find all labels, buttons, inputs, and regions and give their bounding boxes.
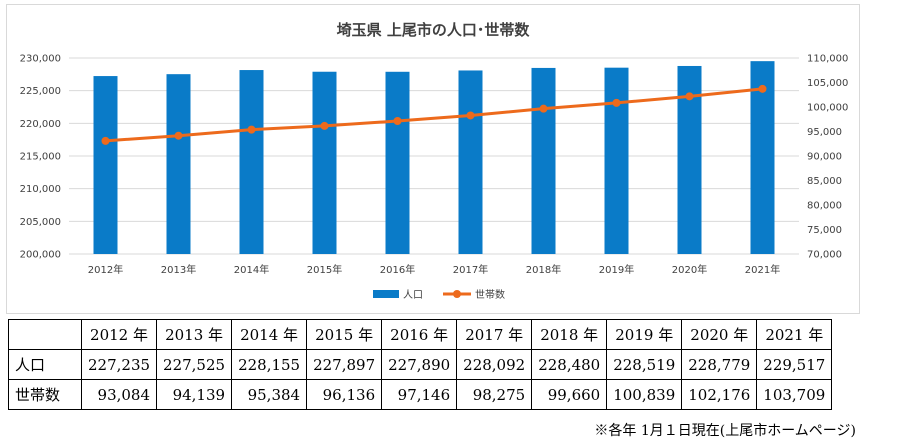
table-header-year: 2019 年 bbox=[606, 319, 683, 350]
left-axis-tick-label: 215,000 bbox=[20, 152, 61, 163]
table-header-year: 2018 年 bbox=[531, 319, 608, 350]
x-axis-tick-label: 2013年 bbox=[161, 263, 196, 276]
bar bbox=[531, 67, 556, 254]
x-axis-tick-label: 2020年 bbox=[672, 263, 707, 276]
x-axis-tick-label: 2015年 bbox=[307, 263, 342, 276]
bar bbox=[93, 76, 118, 254]
bar bbox=[239, 70, 264, 254]
legend-swatch-bar bbox=[373, 290, 399, 298]
right-axis-tick-label: 95,000 bbox=[807, 127, 842, 138]
line-point bbox=[320, 121, 329, 130]
legend-label: 人口 bbox=[403, 289, 423, 301]
x-axis-tick-label: 2012年 bbox=[88, 263, 123, 276]
right-axis-tick-label: 75,000 bbox=[807, 225, 842, 236]
table-cell: 98,275 bbox=[456, 379, 533, 410]
line-point bbox=[393, 116, 402, 125]
table-cell: 228,092 bbox=[456, 349, 533, 380]
bar bbox=[166, 74, 191, 254]
table-cell: 227,235 bbox=[80, 349, 158, 380]
table-header-year: 2021 年 bbox=[756, 319, 833, 350]
legend-swatch-marker bbox=[453, 290, 461, 298]
table-header-year: 2016 年 bbox=[381, 319, 458, 350]
x-axis-tick-label: 2019年 bbox=[599, 263, 634, 276]
table-row: 人口 227,235 227,525 228,155 227,897 227,890 228… bbox=[8, 349, 833, 380]
table-cell: 100,839 bbox=[606, 379, 683, 410]
table-cell: 95,384 bbox=[231, 379, 308, 410]
right-axis-tick-label: 90,000 bbox=[807, 152, 842, 163]
table-header-row: 2012 年 2013 年 2014 年 2015 年 2016 年 2017 年 2018… bbox=[8, 319, 833, 350]
table-cell: 93,084 bbox=[80, 379, 158, 410]
table-cell: 227,897 bbox=[306, 349, 383, 380]
line-point bbox=[758, 84, 767, 93]
table-header-year: 2014 年 bbox=[231, 319, 308, 350]
table-cell: 227,890 bbox=[381, 349, 458, 380]
table-row-label: 人口 bbox=[8, 349, 82, 380]
table-cell: 96,136 bbox=[306, 379, 383, 410]
table-cell: 103,709 bbox=[756, 379, 833, 410]
table-header-year: 2013 年 bbox=[156, 319, 233, 350]
table-corner-cell bbox=[8, 319, 82, 350]
line-point bbox=[685, 92, 694, 101]
left-axis-tick-label: 220,000 bbox=[20, 119, 61, 130]
left-axis-tick-label: 210,000 bbox=[20, 184, 61, 195]
left-axis-tick-label: 200,000 bbox=[20, 250, 61, 261]
series-line bbox=[105, 87, 763, 143]
bar bbox=[385, 71, 410, 254]
table-cell: 228,779 bbox=[681, 349, 758, 380]
bar bbox=[312, 71, 337, 255]
table-header-year: 2020 年 bbox=[681, 319, 758, 350]
x-axis-tick-label: 2016年 bbox=[380, 263, 415, 276]
right-axis-tick-label: 110,000 bbox=[807, 54, 848, 65]
table-cell: 102,176 bbox=[681, 379, 758, 410]
right-axis-tick-label: 70,000 bbox=[807, 250, 842, 261]
x-axis-tick-label: 2021年 bbox=[745, 263, 780, 276]
table-cell: 228,155 bbox=[231, 349, 308, 380]
combo-chart: 埼玉県 上尾市の人口･世帯数 200,000 205,000 210,000 215,… bbox=[20, 21, 849, 301]
line-point bbox=[466, 111, 475, 120]
right-axis-tick-label: 105,000 bbox=[807, 78, 848, 89]
left-axis-tick-label: 230,000 bbox=[20, 54, 61, 65]
right-axis-tick-label: 85,000 bbox=[807, 176, 842, 187]
table-cell: 228,480 bbox=[531, 349, 608, 380]
x-axis-tick-label: 2018年 bbox=[526, 263, 561, 276]
source-note: ※各年 1月１日現在(上尾市ホームページ) bbox=[594, 423, 856, 439]
left-axis-tick-label: 225,000 bbox=[20, 86, 61, 97]
table-row-label: 世帯数 bbox=[8, 379, 82, 410]
table-cell: 228,519 bbox=[606, 349, 683, 380]
line-point bbox=[612, 98, 621, 107]
table-cell: 99,660 bbox=[531, 379, 608, 410]
table-cell: 229,517 bbox=[756, 349, 833, 380]
table-header-year: 2017 年 bbox=[456, 319, 533, 350]
line-point bbox=[247, 125, 256, 134]
left-axis-tick-label: 205,000 bbox=[20, 217, 61, 228]
table-cell: 97,146 bbox=[381, 379, 458, 410]
chart-title: 埼玉県 上尾市の人口･世帯数 bbox=[337, 21, 531, 39]
line-point bbox=[101, 136, 110, 145]
table-cell: 94,139 bbox=[156, 379, 233, 410]
x-axis-tick-label: 2017年 bbox=[453, 263, 488, 276]
table-row: 世帯数 93,084 94,139 95,384 96,136 97,146 98,275 9… bbox=[8, 379, 833, 410]
chart-container: 埼玉県 上尾市の人口･世帯数 200,000 205,000 210,000 215,… bbox=[6, 4, 860, 314]
right-axis-tick-label: 100,000 bbox=[807, 103, 848, 114]
bar bbox=[604, 67, 629, 254]
data-table: 2012 年 2013 年 2014 年 2015 年 2016 年 2017 年 2018… bbox=[8, 319, 833, 410]
legend-label: 世帯数 bbox=[475, 288, 505, 301]
table-header-year: 2012 年 bbox=[80, 319, 158, 350]
x-axis-tick-label: 2014年 bbox=[234, 263, 269, 276]
right-axis-tick-label: 80,000 bbox=[807, 201, 842, 212]
bar bbox=[750, 61, 775, 254]
line-point bbox=[539, 104, 548, 113]
line-point bbox=[174, 131, 183, 140]
table-cell: 227,525 bbox=[156, 349, 233, 380]
table-header-year: 2015 年 bbox=[306, 319, 383, 350]
bar bbox=[458, 70, 483, 254]
